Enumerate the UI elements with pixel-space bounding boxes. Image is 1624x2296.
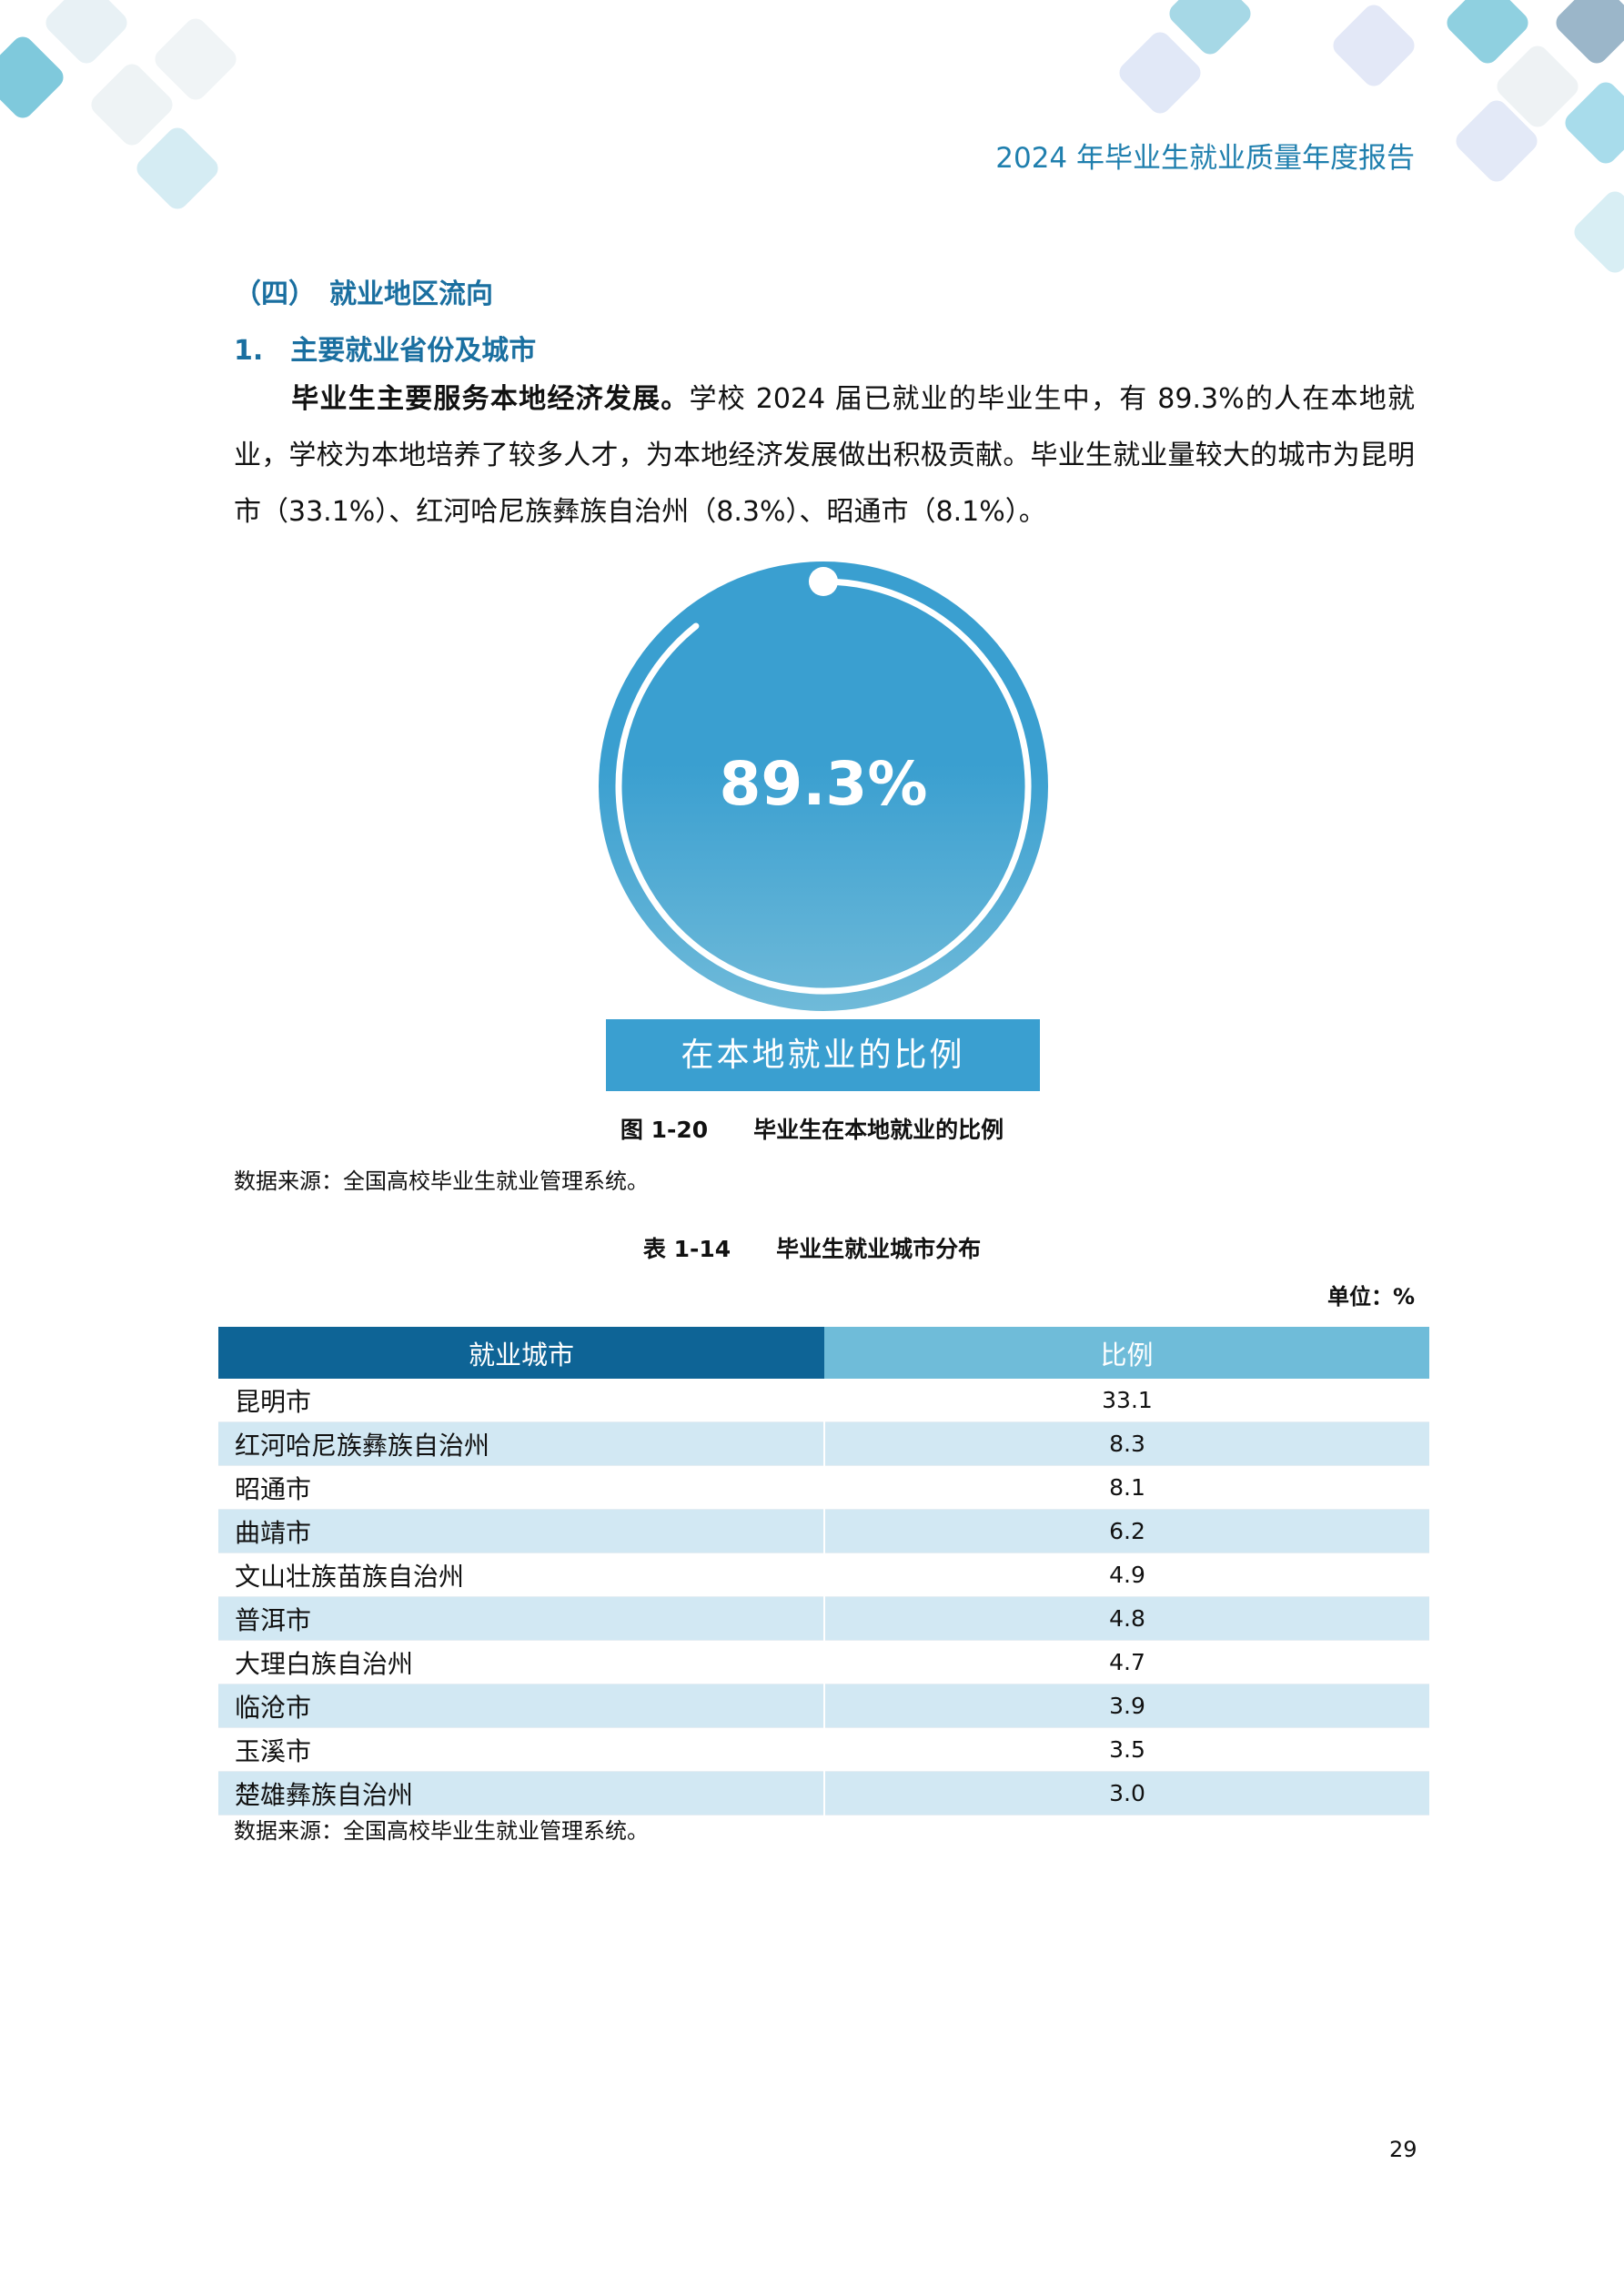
- ratio-cell: 4.8: [823, 1596, 1429, 1641]
- city-distribution-table: 就业城市 比例 昆明市 33.1 红河哈尼族彝族自治州 8.3 昭通市 8.1 曲靖市 6.2…: [218, 1327, 1429, 1816]
- gauge-label-box: 在本地就业的比例: [606, 1019, 1040, 1091]
- decorative-square: [0, 32, 68, 123]
- decorative-square: [132, 123, 223, 214]
- city-cell: 曲靖市: [218, 1509, 824, 1553]
- table-source: 数据来源：全国高校毕业生就业管理系统。: [234, 1818, 649, 1844]
- gauge-knob: [809, 567, 838, 596]
- city-cell: 楚雄彝族自治州: [218, 1771, 824, 1816]
- ratio-cell: 3.9: [823, 1684, 1429, 1728]
- figure-caption: 图 1-20 毕业生在本地就业的比例: [620, 1117, 1004, 1143]
- city-cell: 昭通市: [218, 1465, 824, 1510]
- ratio-cell: 3.0: [823, 1771, 1429, 1816]
- ratio-cell: 8.3: [823, 1421, 1429, 1466]
- table-row: 昆明市 33.1: [218, 1379, 1429, 1422]
- city-cell: 玉溪市: [218, 1727, 824, 1772]
- figure-source: 数据来源：全国高校毕业生就业管理系统。: [234, 1168, 649, 1194]
- table-row: 大理白族自治州 4.7: [218, 1640, 1429, 1684]
- paragraph-body: 学校 2024 届已就业的毕业生中，有 89.3%的人在本地就业，学校为本地培养…: [234, 383, 1415, 528]
- ratio-cell: 6.2: [823, 1509, 1429, 1553]
- ratio-cell: 4.7: [823, 1640, 1429, 1684]
- table-row: 红河哈尼族彝族自治州 8.3: [218, 1421, 1429, 1466]
- local-employment-gauge: 89.3%: [599, 561, 1048, 1011]
- paragraph-lead: 毕业生主要服务本地经济发展。: [290, 383, 690, 415]
- table-row: 文山壮族苗族自治州 4.9: [218, 1553, 1429, 1597]
- ratio-cell: 4.9: [823, 1553, 1429, 1597]
- city-cell: 红河哈尼族彝族自治州: [218, 1421, 824, 1466]
- table-row: 普洱市 4.8: [218, 1596, 1429, 1641]
- decorative-square: [1551, 0, 1624, 68]
- table-row: 昭通市 8.1: [218, 1465, 1429, 1510]
- column-header-ratio: 比例: [824, 1327, 1429, 1379]
- decorative-square: [1442, 0, 1533, 68]
- section-heading: （四） 就业地区流向: [234, 278, 493, 310]
- table-row: 临沧市 3.9: [218, 1684, 1429, 1728]
- ratio-cell: 3.5: [823, 1727, 1429, 1772]
- city-cell: 普洱市: [218, 1596, 824, 1641]
- table-unit: 单位：%: [1326, 1284, 1415, 1310]
- decorative-square: [1328, 0, 1419, 91]
- city-cell: 昆明市: [218, 1379, 824, 1422]
- decorative-square: [1115, 27, 1205, 118]
- column-header-city: 就业城市: [218, 1327, 824, 1379]
- table-row: 曲靖市 6.2: [218, 1509, 1429, 1553]
- page-number: 29: [1389, 2137, 1417, 2162]
- city-cell: 文山壮族苗族自治州: [218, 1553, 824, 1597]
- subsection-heading: 1. 主要就业省份及城市: [234, 335, 537, 367]
- table-caption: 表 1-14 毕业生就业城市分布: [642, 1236, 982, 1262]
- decorative-square: [41, 0, 132, 68]
- city-cell: 大理白族自治州: [218, 1640, 824, 1684]
- table-row: 玉溪市 3.5: [218, 1727, 1429, 1772]
- body-paragraph: 毕业生主要服务本地经济发展。学校 2024 届已就业的毕业生中，有 89.3%的…: [234, 371, 1415, 541]
- city-cell: 临沧市: [218, 1684, 824, 1728]
- gauge-value-label: 89.3%: [720, 749, 928, 819]
- decorative-square: [1569, 187, 1624, 278]
- gauge-disc: [599, 561, 1048, 1011]
- ratio-cell: 33.1: [823, 1379, 1429, 1422]
- gauge-progress-ring: [615, 578, 1032, 995]
- report-header-title: 2024 年毕业生就业质量年度报告: [995, 142, 1415, 175]
- decorative-square: [150, 14, 241, 105]
- table-row: 楚雄彝族自治州 3.0: [218, 1771, 1429, 1816]
- ratio-cell: 8.1: [823, 1465, 1429, 1510]
